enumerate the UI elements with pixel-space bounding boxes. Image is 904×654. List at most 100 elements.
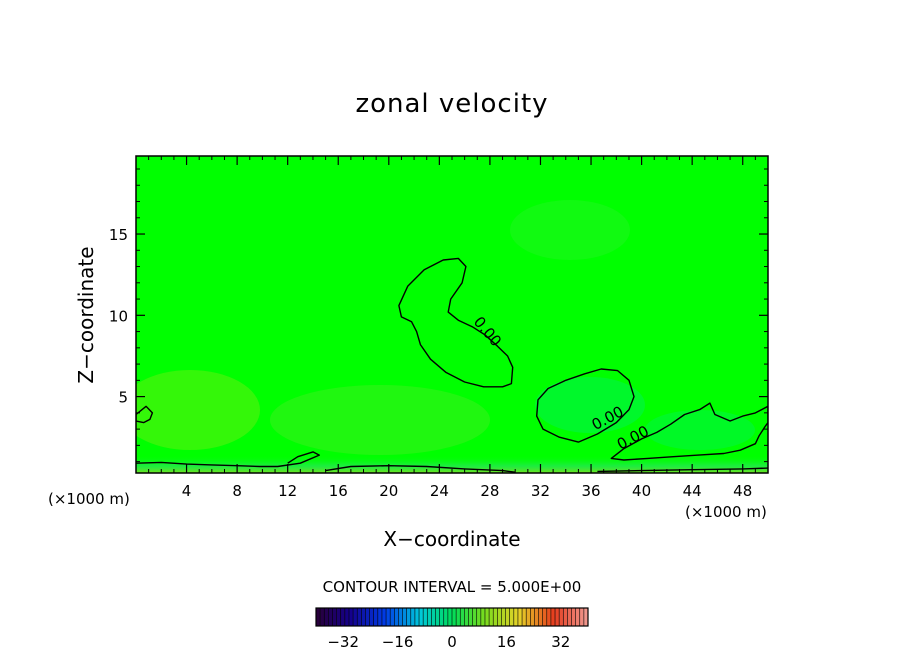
colorbar-cell <box>320 608 325 626</box>
colorbar-cell <box>353 608 358 626</box>
contour-upper-lobe <box>398 257 514 388</box>
colorbar-cell <box>361 608 366 626</box>
colorbar-cell <box>406 608 411 626</box>
colorbar-cell <box>357 608 362 626</box>
colorbar-cell <box>571 608 576 626</box>
colorbar-frame <box>315 607 589 627</box>
field-patch <box>535 377 645 433</box>
y-tick-label: 5 <box>118 389 128 407</box>
colorbar-cell <box>575 608 580 626</box>
contour-bottom-band-left <box>136 451 320 468</box>
field-patch <box>510 200 630 260</box>
colorbar-cell <box>513 608 518 626</box>
colorbar-cell <box>517 608 523 626</box>
colorbar-cell <box>443 608 448 626</box>
field-patch <box>270 385 490 455</box>
colorbar-cell <box>410 608 415 626</box>
colorbar-cell <box>452 608 457 626</box>
colorbar-tick-labels: −32 −16 0 16 32 <box>327 633 570 651</box>
colorbar-cell <box>369 608 374 626</box>
colorbar-cell <box>493 608 498 626</box>
colorbar-cell <box>390 608 395 626</box>
colorbar-cell <box>501 608 506 626</box>
colorbar-cell <box>559 608 564 626</box>
colorbar-cell <box>460 608 465 626</box>
colorbar-cell <box>579 608 584 626</box>
colorbar-cell <box>316 608 321 626</box>
x-tick-label: 16 <box>329 482 348 500</box>
colorbar-cell <box>423 608 428 626</box>
colorbar-cell <box>542 608 547 626</box>
colorbar-cell <box>468 608 473 626</box>
colorbar-cell <box>402 608 407 626</box>
colorbar-cell <box>522 608 527 626</box>
colorbar-cell <box>348 608 354 626</box>
colorbar-cell <box>414 608 420 626</box>
colorbar <box>315 607 589 627</box>
colorbar-tick-label: −32 <box>327 633 359 651</box>
colorbar-cell <box>386 608 391 626</box>
colorbar-cell <box>324 608 329 626</box>
x-tick-label: 44 <box>683 482 702 500</box>
colorbar-cell <box>472 608 477 626</box>
y-tick-label: 15 <box>109 226 128 244</box>
colorbar-tick-label: 0 <box>447 633 457 651</box>
colorbar-cell <box>567 608 572 626</box>
colorbar-cell <box>509 608 514 626</box>
colorbar-cell <box>365 608 370 626</box>
colorbar-cell <box>377 608 382 626</box>
colorbar-title: CONTOUR INTERVAL = 5.000E+00 <box>323 578 582 596</box>
contour-lower-right-lobe <box>536 368 635 443</box>
colorbar-cell <box>538 608 543 626</box>
x-tick-label: 48 <box>733 482 752 500</box>
colorbar-cell <box>583 608 588 626</box>
colorbar-cell <box>328 608 333 626</box>
colorbar-cell <box>555 608 560 626</box>
colorbar-cell <box>546 608 551 626</box>
x-tick-label: 32 <box>531 482 550 500</box>
x-tick-label: 40 <box>632 482 651 500</box>
x-axis-ticks: 4 8 12 16 20 24 28 32 36 40 44 48 <box>148 156 756 500</box>
colorbar-cell <box>398 608 403 626</box>
x-unit-left: (×1000 m) <box>48 490 130 508</box>
colorbar-cell <box>332 608 337 626</box>
colorbar-cell <box>419 608 424 626</box>
contour-left-edge-region <box>136 405 154 424</box>
contour-right-edge-region <box>610 402 768 461</box>
colorbar-cell <box>476 608 481 626</box>
y-axis-label: Z−coordinate <box>74 246 98 383</box>
colorbar-cell <box>394 608 399 626</box>
y-tick-label: 10 <box>109 307 128 325</box>
colorbar-tick-label: 16 <box>497 633 516 651</box>
colorbar-cell <box>534 608 539 626</box>
colorbar-cell <box>431 608 436 626</box>
colorbar-cell <box>563 608 568 626</box>
colorbar-cell <box>505 608 510 626</box>
x-tick-label: 24 <box>430 482 449 500</box>
x-tick-label: 36 <box>581 482 600 500</box>
colorbar-cell <box>427 608 432 626</box>
x-tick-label: 12 <box>278 482 297 500</box>
colorbar-cell <box>484 608 490 626</box>
chart-title: zonal velocity <box>355 89 548 119</box>
colorbar-cell <box>530 608 535 626</box>
colorbar-cell <box>480 608 485 626</box>
colorbar-cell <box>344 608 349 626</box>
x-tick-label: 28 <box>480 482 499 500</box>
colorbar-cell <box>497 608 502 626</box>
x-unit-right: (×1000 m) <box>685 503 767 521</box>
colorbar-cell <box>464 608 469 626</box>
x-tick-label: 4 <box>182 482 192 500</box>
colorbar-cell <box>340 608 345 626</box>
colorbar-cell <box>550 608 556 626</box>
colorbar-cell <box>447 608 452 626</box>
colorbar-cell <box>526 608 531 626</box>
colorbar-cell <box>456 608 461 626</box>
field-patch <box>136 370 260 450</box>
x-axis-label: X−coordinate <box>383 527 520 551</box>
colorbar-cell <box>489 608 494 626</box>
colorbar-cell <box>381 608 387 626</box>
x-tick-label: 20 <box>379 482 398 500</box>
velocity-field: 0.000.000.00 <box>136 156 768 473</box>
